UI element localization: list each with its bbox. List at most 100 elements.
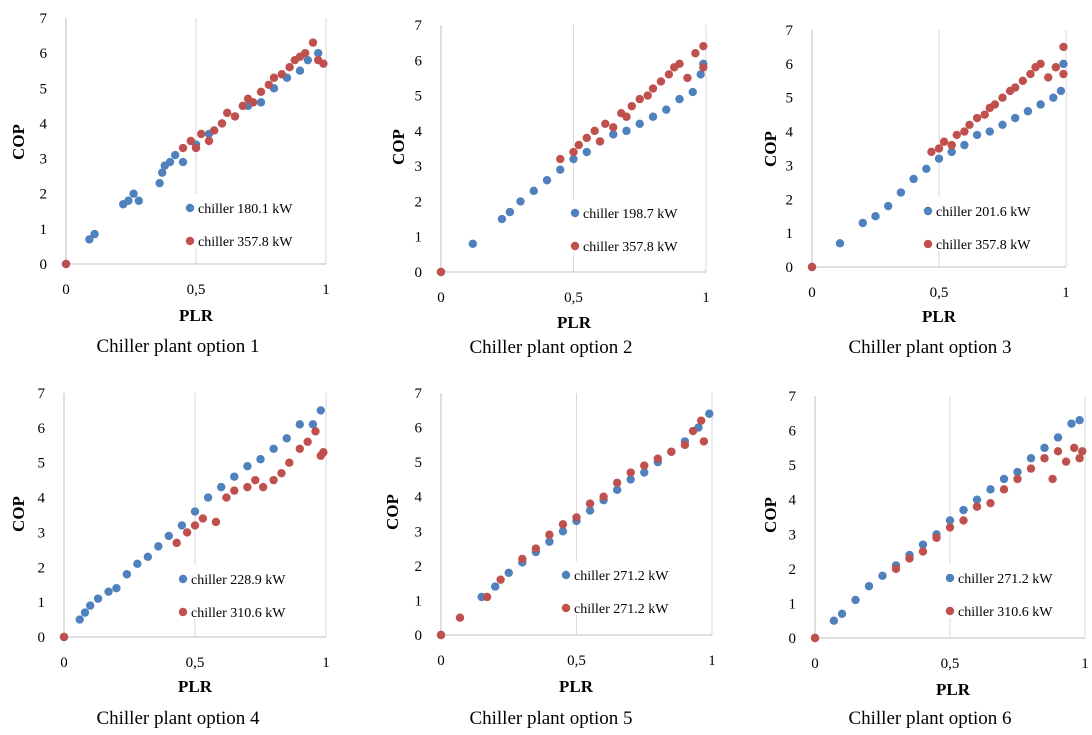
chart-6-series-1-point	[1053, 433, 1063, 442]
chart-6-x-tick-label: 0,5	[941, 656, 960, 672]
chart-5-y-tick-label: 6	[415, 421, 423, 437]
chart-5-x-tick-label: 1	[708, 653, 716, 669]
chart-4-series-1-point	[86, 601, 95, 610]
chart-4-series-1-point	[295, 420, 304, 429]
chart-6-series-2-point	[1061, 457, 1071, 466]
chart-6-series-2-point	[1048, 474, 1057, 484]
chart-6-y-tick-label: 4	[789, 493, 797, 509]
chart-6-series-1-point	[864, 581, 874, 591]
chart-2-series-2-point	[648, 84, 658, 93]
chart-3-y-tick-label: 0	[786, 260, 794, 276]
chart-3-series-1-point	[909, 174, 918, 184]
chart-1-series-1-point	[303, 55, 312, 65]
chart-1-legend-label-1: chiller 180.1 kW	[198, 202, 293, 217]
chart-1-x-axis-title: PLR	[179, 306, 214, 325]
chart-2-series-1-point	[648, 112, 658, 121]
chart-1-series-2-point	[217, 119, 227, 128]
chart-4-series-1-point	[112, 584, 121, 593]
chart-2-y-tick-label: 4	[415, 124, 423, 140]
chart-5-series-1-point	[491, 582, 500, 591]
chart-3-y-tick-label: 2	[786, 192, 794, 208]
chart-1-series-1-point	[85, 235, 94, 244]
chart-2-x-tick-label: 0,5	[564, 290, 583, 306]
chart-5-series-2-point	[545, 530, 554, 539]
chart-6-series-2-point	[1078, 447, 1087, 456]
chart-5-series-2-point	[653, 454, 662, 463]
chart-1-y-tick-label: 4	[40, 116, 48, 132]
chart-4-series-2-point	[303, 437, 312, 446]
chart-1-x-tick-label: 1	[322, 282, 330, 298]
chart-1-series-2-point	[238, 101, 247, 111]
chart-5-x-tick-label: 0	[437, 653, 445, 669]
chart-6-series-2-point	[905, 554, 914, 563]
chart-3-series-2-point	[952, 130, 961, 140]
chart-2-series-2-point	[627, 101, 636, 111]
chart-5-series-1-point	[558, 527, 568, 536]
chart-2-series-1-point	[622, 126, 631, 136]
chart-3-series-2-point	[1059, 42, 1068, 52]
chart-2-series-2-point	[683, 73, 692, 83]
chart-6-series-2-point	[1053, 447, 1063, 456]
chart-2-y-axis-title: COP	[389, 129, 408, 165]
chart-3-series-1-point	[947, 147, 956, 157]
chart-6-series-2-point	[1075, 454, 1084, 463]
chart-3-series-1-point	[998, 120, 1007, 129]
chart-6-series-1-point	[1013, 467, 1022, 477]
chart-1-series-2-point	[204, 136, 214, 146]
chart-6-y-tick-label: 7	[789, 389, 797, 405]
chart-1-series-2-point	[210, 126, 219, 135]
chart-2-series-1-point	[529, 186, 538, 196]
chart-1-series-2-point	[223, 108, 232, 118]
chart-5-caption: Chiller plant option 5	[469, 708, 632, 729]
chart-4-series-1-point	[243, 462, 252, 471]
chart-3-series-2-point	[807, 262, 817, 272]
chart-4-legend-marker-1	[178, 574, 188, 584]
chart-3-series-1-point	[1036, 100, 1045, 109]
chart-6-series-1-point	[878, 571, 887, 580]
chart-1-legend-label-2: chiller 357.8 kW	[198, 235, 293, 250]
chart-6-series-2-point	[986, 498, 995, 508]
chart-6-series-1-point	[1075, 416, 1084, 425]
chart-3-series-1-point	[896, 188, 906, 197]
chart-3-series-2-point	[980, 110, 989, 119]
chart-1-caption: Chiller plant option 1	[96, 336, 259, 357]
chart-2-series-2-point	[582, 133, 591, 143]
chart-3-legend-bg	[916, 197, 1044, 251]
chart-4-y-tick-label: 1	[38, 595, 46, 611]
chart-1-series-1-point	[129, 189, 138, 198]
chart-6-series-2-point	[1026, 464, 1036, 473]
chart-2-series-1-point	[688, 87, 697, 97]
chart-3-y-tick-label: 1	[786, 226, 794, 242]
chart-6-legend-label-2: chiller 310.6 kW	[958, 605, 1053, 620]
chart-4-series-1-point	[316, 406, 325, 415]
chart-3-series-1-point	[835, 239, 845, 248]
chart-4-series-1-point	[75, 615, 84, 624]
chart-5-series-2-point	[455, 613, 465, 622]
chart-3-y-tick-label: 4	[786, 125, 794, 141]
chart-1-series-2-point	[264, 80, 273, 89]
chart-6-series-1-point	[986, 485, 995, 494]
chart-6-series-2-point	[999, 485, 1009, 494]
chart-2-legend-label-1: chiller 198.7 kW	[583, 207, 678, 222]
chart-5-series-1-point	[640, 468, 649, 477]
chart-4-y-axis-title: COP	[9, 496, 28, 532]
chart-6-series-2-point	[918, 547, 928, 556]
chart-2-y-tick-label: 3	[415, 159, 423, 175]
chart-5-series-2-point	[531, 544, 541, 553]
chart-2-series-1-point	[696, 70, 705, 79]
chart-4-y-tick-label: 5	[38, 456, 46, 472]
chart-4-y-tick-label: 6	[38, 421, 46, 437]
chart-5-series-2-point	[688, 426, 698, 436]
chart-5-y-tick-label: 5	[415, 455, 423, 471]
chart-3-series-1-point	[858, 218, 867, 228]
chart-2-x-tick-label: 0	[437, 290, 445, 306]
chart-4-series-1-point	[190, 507, 200, 516]
chart-1-y-tick-label: 1	[40, 222, 48, 238]
chart-5-y-tick-label: 3	[415, 524, 423, 540]
chart-4-series-1-point	[282, 434, 291, 443]
chart-2-series-2-point	[601, 119, 610, 128]
chart-5-series-2-point	[482, 592, 492, 602]
chart-5-series-2-point	[626, 468, 635, 477]
chart-5-series-2-point	[572, 513, 581, 522]
chart-6-series-1-point	[1026, 454, 1036, 463]
